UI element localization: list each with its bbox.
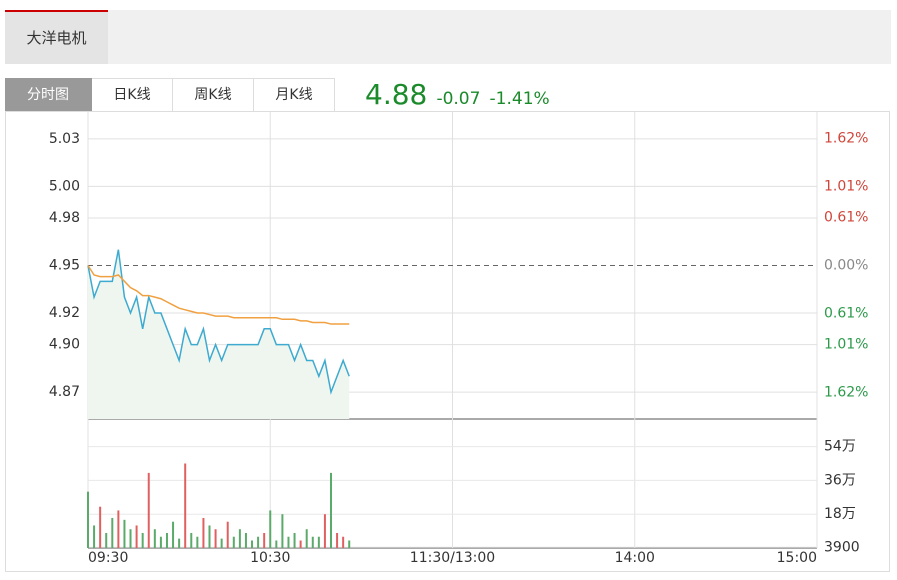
volume-bar: [135, 525, 138, 548]
volume-tick-label: 18万: [824, 506, 856, 522]
volume-bar: [202, 517, 205, 548]
volume-bar: [293, 532, 296, 548]
x-tick-label: 10:30: [250, 550, 290, 566]
volume-bar: [105, 532, 108, 548]
tab-bar: 分时图 日K线 周K线 月K线: [5, 78, 335, 112]
y2-tick-label: 1.01%: [824, 178, 868, 194]
x-tick-label: 09:30: [88, 550, 128, 566]
y2-tick-label: 0.00%: [824, 258, 868, 274]
volume-bar: [336, 532, 339, 548]
volume-bar: [348, 540, 351, 548]
volume-bar: [123, 519, 126, 548]
volume-bar: [251, 540, 254, 548]
volume-bar: [263, 532, 266, 548]
volume-bar: [111, 517, 114, 548]
price-line: [87, 249, 350, 395]
volume-tick-label: 54万: [824, 439, 856, 455]
volume-bar: [178, 538, 181, 548]
volume-bar: [269, 510, 272, 548]
volume-bar: [214, 529, 217, 548]
volume-bar: [299, 540, 302, 548]
volume-bar: [275, 540, 278, 548]
volume-bar: [232, 536, 235, 548]
volume-tick-label: 3900: [824, 539, 860, 555]
volume-bar: [117, 510, 120, 548]
y2-tick-label: 1.62%: [824, 131, 868, 147]
volume-bar: [317, 536, 320, 548]
volume-bar: [87, 491, 89, 548]
y2-tick-label: 0.61%: [824, 210, 868, 226]
x-tick-label: 14:00: [615, 550, 655, 566]
volume-bar: [220, 538, 223, 548]
volume-bar: [141, 532, 144, 548]
x-tick-label: 11:30/13:00: [410, 550, 495, 566]
volume-bar: [208, 525, 211, 548]
volume-bar: [305, 529, 308, 548]
stock-tab[interactable]: 大洋电机: [5, 10, 108, 64]
change: -0.07: [436, 89, 481, 109]
y-tick-label: 4.98: [49, 210, 80, 226]
y-tick-label: 5.00: [49, 178, 80, 194]
volume-bar: [238, 529, 241, 548]
volume-bar: [330, 472, 332, 548]
volume-bar: [190, 532, 193, 548]
volume-bar: [244, 532, 247, 548]
volume-bar: [257, 536, 260, 548]
volume-bar: [129, 529, 132, 548]
volume-bar: [159, 536, 162, 548]
frame: [5, 111, 890, 572]
percent: -1.41%: [489, 89, 550, 109]
volume-bar: [287, 536, 290, 548]
volume-bar: [172, 521, 175, 548]
tab[interactable]: 分时图: [5, 78, 92, 112]
volume-bar: [281, 514, 284, 548]
y2-tick-label: 0.61%: [824, 305, 868, 321]
price: 4.88: [365, 78, 428, 111]
y-tick-label: 4.87: [49, 384, 80, 400]
volume-tick-label: 36万: [824, 472, 856, 488]
price-area: [88, 249, 350, 419]
volume-bar: [196, 536, 199, 548]
volume-bar: [99, 506, 102, 548]
quote: 4.88 -0.07 -1.41%: [365, 78, 550, 111]
x-tick-label: 15:00: [777, 550, 817, 566]
volume-bar: [323, 514, 326, 548]
volume-bar: [165, 532, 168, 548]
y-tick-label: 4.95: [49, 258, 80, 274]
volume-bar: [147, 472, 150, 548]
volume-bar: [311, 536, 314, 548]
y2-tick-label: 1.01%: [824, 337, 868, 353]
volume-bar: [153, 529, 156, 548]
y-tick-label: 4.90: [49, 337, 80, 353]
average-line: [87, 265, 350, 325]
y-tick-label: 5.03: [49, 131, 80, 147]
volume-bar: [184, 463, 187, 548]
volume-bar: [226, 521, 229, 548]
y-tick-label: 4.92: [49, 305, 80, 321]
volume-bar: [342, 536, 345, 548]
y2-tick-label: 1.62%: [824, 384, 868, 400]
header: 大洋电机: [5, 10, 891, 64]
volume-bar: [93, 525, 96, 548]
